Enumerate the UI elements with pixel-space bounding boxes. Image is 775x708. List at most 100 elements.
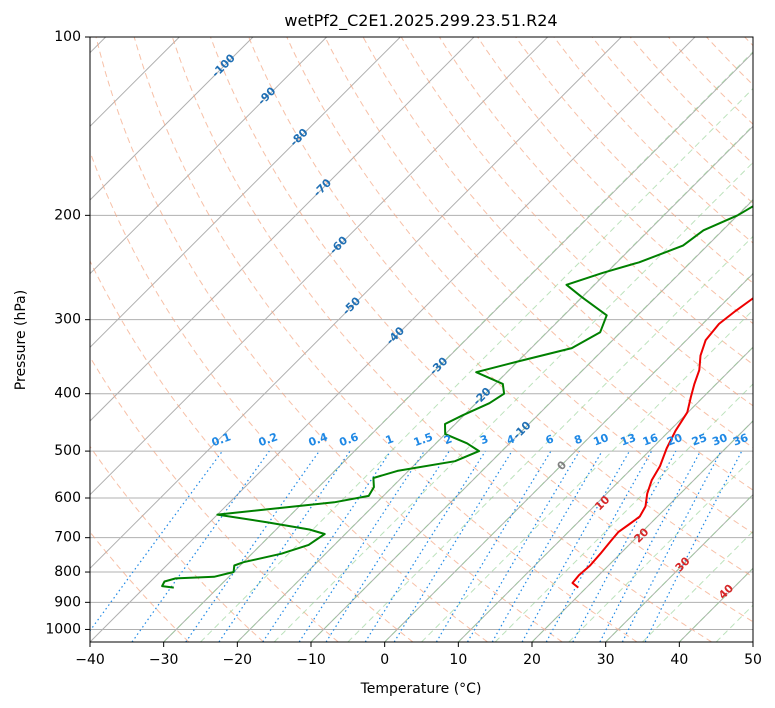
isotherm-line: [90, 37, 401, 349]
x-tick-label: −20: [223, 652, 253, 668]
moist-adiabat: [678, 567, 753, 642]
mixing-ratio-label: 2: [442, 432, 454, 447]
moist-adiabat: [715, 604, 753, 642]
dry-adiabat: [515, 37, 753, 284]
x-tick-label: −10: [296, 652, 326, 668]
y-axis-label: Pressure (hPa): [13, 290, 29, 390]
isotherm-line: [752, 641, 753, 642]
mixing-ratio-line: [325, 450, 450, 642]
moist-adiabat: [642, 530, 753, 642]
mixing-ratio-label: 4: [505, 432, 517, 447]
temperature-profile-line: [571, 297, 753, 589]
isotherm-line: [90, 37, 328, 275]
mixing-ratio-line: [435, 450, 552, 642]
plot-frame: [89, 36, 754, 643]
mixing-ratio-line: [466, 450, 580, 642]
x-tick-label: 20: [523, 652, 541, 668]
moist-adiabat-label: 40: [716, 582, 736, 602]
moist-adiabat-label: 20: [631, 525, 651, 545]
x-tick-label: 10: [449, 652, 467, 668]
moist-adiabat: [457, 346, 753, 642]
x-tick-label: 40: [670, 652, 688, 668]
mixing-ratio-line: [262, 450, 392, 642]
mixing-ratio-line: [218, 450, 351, 642]
dewpoint-profile-line: [161, 205, 753, 589]
dry-adiabat: [90, 259, 414, 642]
mixing-ratio-label: 36: [731, 431, 750, 449]
moist-adiabat: [531, 420, 753, 642]
isotherm-line: [531, 420, 753, 642]
y-tick-label: 1000: [45, 621, 81, 637]
x-tick-label: 30: [597, 652, 615, 668]
x-axis-label: Temperature (°C): [360, 681, 482, 697]
mixing-ratio-label: 16: [641, 431, 660, 449]
dry-adiabat: [171, 37, 712, 642]
mixing-ratio-label: 13: [619, 431, 638, 448]
isotherm-line: [457, 346, 753, 642]
dry-adiabat: [286, 37, 753, 534]
mixing-ratio-label: 1: [384, 432, 396, 447]
x-tick-label: −40: [75, 652, 105, 668]
mixing-ratio-label: 0.1: [210, 430, 233, 449]
mixing-ratio-line: [393, 450, 513, 642]
moist-adiabat: [347, 235, 753, 642]
mixing-ratio-line: [521, 450, 631, 642]
isotherm-line: [605, 493, 753, 642]
y-tick-label: 800: [54, 564, 81, 580]
mixing-ratio-label: 25: [690, 431, 709, 448]
dry-adiabat: [744, 37, 753, 47]
chart-title: wetPf2_C2E1.2025.299.23.51.R24: [284, 11, 557, 31]
mixing-ratio-line: [131, 450, 270, 642]
x-tick-label: 0: [380, 652, 389, 668]
mixing-ratio-label: 3: [478, 432, 490, 447]
dry-adiabat: [90, 150, 488, 642]
moist-adiabat: [494, 383, 753, 642]
dry-adiabat: [133, 37, 638, 642]
dry-adiabat: [668, 37, 753, 125]
isotherm-line: [90, 37, 696, 642]
y-tick-label: 500: [54, 443, 81, 459]
mixing-ratio-label: 20: [665, 431, 684, 449]
y-tick-label: 900: [54, 594, 81, 610]
mixing-ratio-label: 0.6: [338, 430, 361, 449]
mixing-ratio-label: 30: [710, 431, 729, 449]
y-tick-label: 300: [54, 312, 81, 328]
isotherm-line: [236, 125, 753, 642]
mixing-ratio-line: [545, 450, 653, 642]
isotherm-line: [678, 567, 753, 642]
mixing-ratio-label: 0.4: [307, 430, 330, 449]
y-tick-label: 700: [54, 530, 81, 546]
dry-adiabat: [477, 37, 753, 325]
y-tick-label: 400: [54, 386, 81, 402]
isotherm-line: [90, 37, 254, 201]
isotherm-line: [384, 272, 753, 642]
moist-adiabat: [273, 161, 753, 642]
mixing-ratio-line: [298, 450, 425, 642]
mixing-ratio-label: 8: [572, 432, 584, 447]
moist-adiabat: [421, 309, 753, 642]
mixing-ratio-label: 0.2: [257, 430, 280, 449]
dry-adiabat: [591, 37, 753, 204]
mixing-ratio-label: 10: [592, 431, 611, 449]
mixing-ratio-line: [644, 450, 743, 642]
dry-adiabat: [248, 37, 753, 578]
y-tick-label: 100: [54, 29, 81, 45]
isotherm-line: [90, 37, 475, 422]
plot-area: -100-90-80-70-60-50-40-30-20-100.1 0.2 0.4…: [90, 37, 753, 642]
x-tick-label: −30: [149, 652, 179, 668]
moist-adiabat: [237, 124, 753, 642]
moist-adiabat: [605, 493, 753, 642]
moist-adiabat: [310, 198, 753, 642]
mixing-ratio-line: [90, 450, 223, 632]
y-tick-label: 200: [54, 207, 81, 223]
isotherm-line: [90, 37, 622, 570]
moist-adiabat-label: 10: [592, 493, 612, 513]
mixing-ratio-line: [572, 450, 677, 642]
mixing-ratio-line: [599, 450, 702, 642]
dry-adiabat: [90, 445, 264, 642]
x-tick-label: 50: [744, 652, 762, 668]
isotherm-line: [90, 37, 549, 496]
mixing-ratio-line: [364, 450, 486, 642]
dry-adiabat: [95, 37, 563, 642]
